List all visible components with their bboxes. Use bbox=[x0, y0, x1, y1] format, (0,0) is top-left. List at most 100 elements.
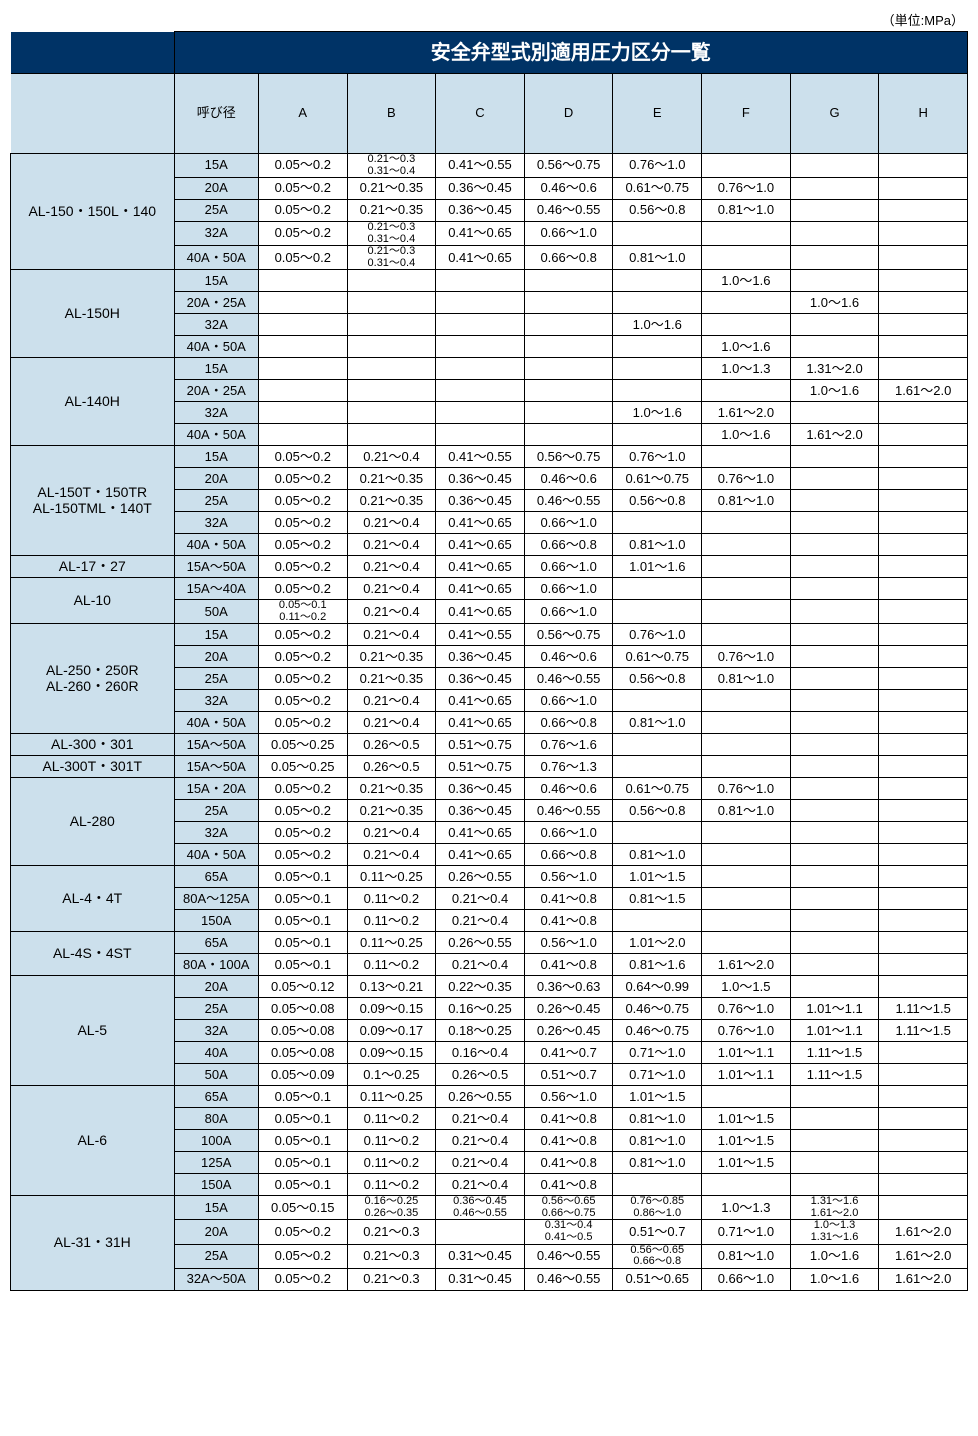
value-cell: 0.81～1.0 bbox=[702, 200, 791, 222]
value-cell bbox=[347, 314, 436, 336]
value-cell bbox=[702, 690, 791, 712]
value-cell: 0.05～0.10.11～0.2 bbox=[258, 600, 347, 624]
value-cell: 0.81～1.0 bbox=[613, 1108, 702, 1130]
value-cell bbox=[879, 154, 968, 178]
model-cell: AL-6 bbox=[11, 1086, 175, 1196]
value-cell: 0.21～0.4 bbox=[436, 1152, 525, 1174]
value-cell bbox=[613, 734, 702, 756]
size-cell: 32A bbox=[174, 512, 258, 534]
value-cell: 0.05～0.1 bbox=[258, 866, 347, 888]
value-cell: 0.66～0.8 bbox=[524, 844, 613, 866]
value-cell bbox=[702, 534, 791, 556]
value-cell bbox=[613, 222, 702, 246]
value-cell: 0.76～1.3 bbox=[524, 756, 613, 778]
value-cell bbox=[702, 888, 791, 910]
value-cell: 0.51～0.75 bbox=[436, 756, 525, 778]
col-header: B bbox=[347, 74, 436, 154]
value-cell: 0.05～0.2 bbox=[258, 800, 347, 822]
value-cell bbox=[702, 844, 791, 866]
value-cell: 0.56～1.0 bbox=[524, 932, 613, 954]
value-cell: 0.05～0.2 bbox=[258, 1220, 347, 1244]
value-cell bbox=[436, 314, 525, 336]
value-cell: 0.05～0.2 bbox=[258, 844, 347, 866]
value-cell: 1.31～1.61.61～2.0 bbox=[790, 1196, 879, 1220]
value-cell: 0.05～0.2 bbox=[258, 246, 347, 270]
model-cell: AL-4S・4ST bbox=[11, 932, 175, 976]
value-cell bbox=[790, 178, 879, 200]
value-cell: 0.76～1.0 bbox=[702, 778, 791, 800]
value-cell: 0.81～1.5 bbox=[613, 888, 702, 910]
value-cell bbox=[258, 336, 347, 358]
value-cell: 0.46～0.55 bbox=[524, 800, 613, 822]
value-cell: 1.61～2.0 bbox=[879, 1244, 968, 1268]
value-cell bbox=[879, 600, 968, 624]
value-cell: 0.71～1.0 bbox=[702, 1220, 791, 1244]
value-cell: 0.61～0.75 bbox=[613, 178, 702, 200]
col-header: F bbox=[702, 74, 791, 154]
value-cell: 0.41～0.65 bbox=[436, 222, 525, 246]
value-cell: 1.0～1.6 bbox=[702, 424, 791, 446]
value-cell: 0.26～0.55 bbox=[436, 866, 525, 888]
col-header: C bbox=[436, 74, 525, 154]
value-cell: 0.11～0.2 bbox=[347, 888, 436, 910]
value-cell: 0.46～0.55 bbox=[524, 490, 613, 512]
value-cell: 1.61～2.0 bbox=[790, 424, 879, 446]
pressure-table: 安全弁型式別適用圧力区分一覧呼び径ABCDEFGH AL-150・150L・14… bbox=[10, 31, 968, 1291]
value-cell bbox=[613, 292, 702, 314]
value-cell: 1.01～1.5 bbox=[702, 1130, 791, 1152]
value-cell: 0.46～0.6 bbox=[524, 178, 613, 200]
value-cell bbox=[613, 1174, 702, 1196]
value-cell: 0.76～1.0 bbox=[702, 178, 791, 200]
value-cell: 1.11～1.5 bbox=[879, 998, 968, 1020]
value-cell bbox=[702, 292, 791, 314]
value-cell bbox=[790, 578, 879, 600]
value-cell: 1.61～2.0 bbox=[702, 402, 791, 424]
value-cell: 0.66～0.8 bbox=[524, 534, 613, 556]
value-cell bbox=[790, 954, 879, 976]
value-cell: 0.21～0.4 bbox=[347, 446, 436, 468]
value-cell: 0.21～0.3 bbox=[347, 1244, 436, 1268]
table-row: AL-300T・301T15A～50A0.05～0.250.26～0.50.51… bbox=[11, 756, 968, 778]
value-cell: 0.46～0.6 bbox=[524, 468, 613, 490]
value-cell bbox=[879, 888, 968, 910]
value-cell bbox=[436, 292, 525, 314]
value-cell: 0.81～1.0 bbox=[702, 668, 791, 690]
value-cell: 0.41～0.65 bbox=[436, 556, 525, 578]
value-cell bbox=[347, 336, 436, 358]
table-row: AL-665A0.05～0.10.11～0.250.26～0.550.56～1.… bbox=[11, 1086, 968, 1108]
value-cell bbox=[879, 1108, 968, 1130]
value-cell: 0.05～0.2 bbox=[258, 778, 347, 800]
table-row: AL-150・150L・14015A0.05～0.20.21～0.30.31～0… bbox=[11, 154, 968, 178]
value-cell: 0.11～0.2 bbox=[347, 1174, 436, 1196]
value-cell: 0.36～0.45 bbox=[436, 800, 525, 822]
value-cell: 1.01～1.1 bbox=[790, 998, 879, 1020]
value-cell: 0.21～0.4 bbox=[347, 578, 436, 600]
value-cell bbox=[790, 910, 879, 932]
value-cell: 0.05～0.2 bbox=[258, 512, 347, 534]
value-cell bbox=[790, 446, 879, 468]
value-cell bbox=[879, 490, 968, 512]
value-cell: 0.46～0.6 bbox=[524, 778, 613, 800]
value-cell bbox=[524, 336, 613, 358]
value-cell: 0.05～0.2 bbox=[258, 154, 347, 178]
value-cell: 0.41～0.65 bbox=[436, 690, 525, 712]
value-cell: 1.01～1.5 bbox=[702, 1108, 791, 1130]
value-cell bbox=[879, 292, 968, 314]
value-cell: 0.05～0.2 bbox=[258, 578, 347, 600]
value-cell: 0.05～0.1 bbox=[258, 954, 347, 976]
value-cell bbox=[524, 292, 613, 314]
value-cell bbox=[613, 380, 702, 402]
value-cell bbox=[879, 910, 968, 932]
value-cell: 0.05～0.2 bbox=[258, 556, 347, 578]
value-cell bbox=[258, 292, 347, 314]
value-cell: 0.31～0.40.41～0.5 bbox=[524, 1220, 613, 1244]
value-cell: 0.41～0.65 bbox=[436, 578, 525, 600]
value-cell bbox=[524, 358, 613, 380]
value-cell bbox=[790, 402, 879, 424]
value-cell: 0.41～0.8 bbox=[524, 1130, 613, 1152]
value-cell bbox=[790, 646, 879, 668]
value-cell bbox=[702, 756, 791, 778]
value-cell: 0.66～1.0 bbox=[524, 822, 613, 844]
value-cell bbox=[879, 800, 968, 822]
value-cell bbox=[879, 424, 968, 446]
